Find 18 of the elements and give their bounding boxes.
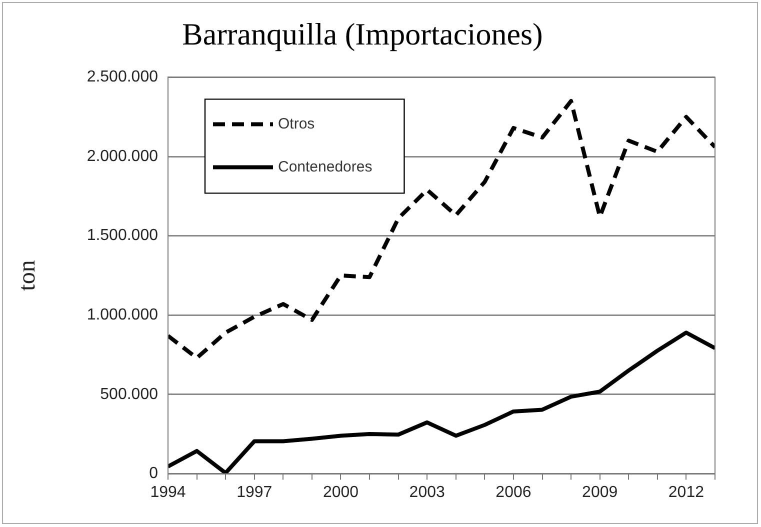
- y-tick-label: 2.500.000: [86, 68, 158, 86]
- chart-title: Barranquilla (Importaciones): [182, 16, 543, 52]
- y-tick-label: 1.000.000: [86, 306, 158, 324]
- x-tick-label: 2000: [322, 484, 359, 501]
- line-series: [168, 98, 715, 360]
- x-tick-label: 2012: [668, 484, 704, 501]
- x-tick-label: 2009: [582, 484, 618, 501]
- x-tick-label: 2003: [409, 484, 446, 501]
- legend-label: Otros: [278, 115, 315, 132]
- y-tick-label: 1.500.000: [86, 227, 158, 244]
- y-tick-label: 500.000: [100, 386, 158, 403]
- legend-label: Contenedores: [278, 158, 372, 176]
- y-axis-title: ton: [14, 260, 41, 291]
- y-tick-label: 0: [149, 465, 158, 482]
- x-tick-label: 1997: [236, 484, 272, 501]
- x-tick-label: 1994: [150, 484, 186, 501]
- x-tick-label: 2006: [496, 484, 532, 501]
- y-tick-label: 2.000.000: [86, 148, 158, 165]
